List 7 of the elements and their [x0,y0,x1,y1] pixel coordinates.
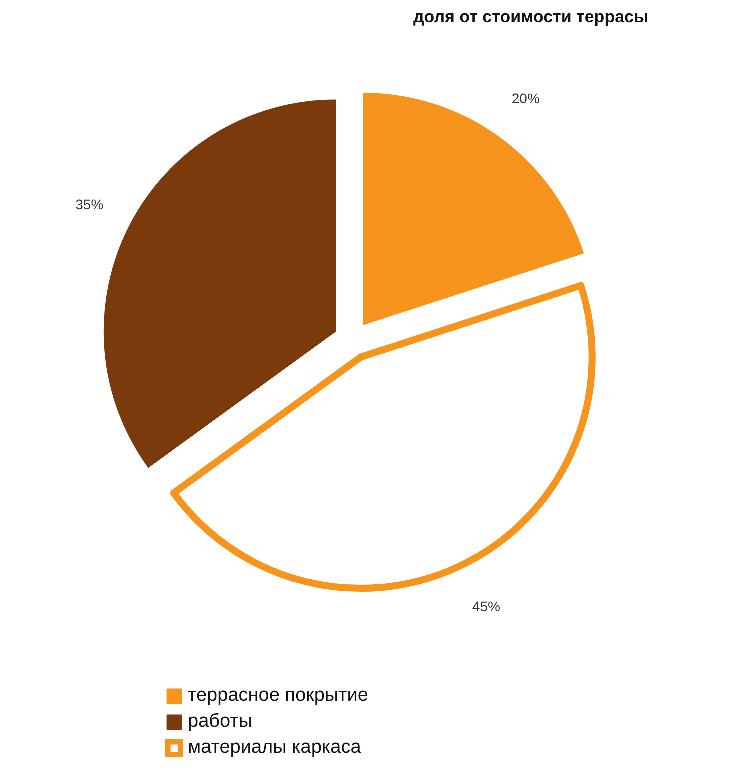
data-label: 20% [512,90,540,107]
data-label: 45% [472,598,500,614]
legend-label: материалы каркаса [188,737,362,759]
data-label: 35% [76,196,104,213]
legend-label: работы [188,711,253,733]
legend-label: террасное покрытие [188,685,368,707]
chart-title: доля от стоимости террасы [413,8,649,26]
